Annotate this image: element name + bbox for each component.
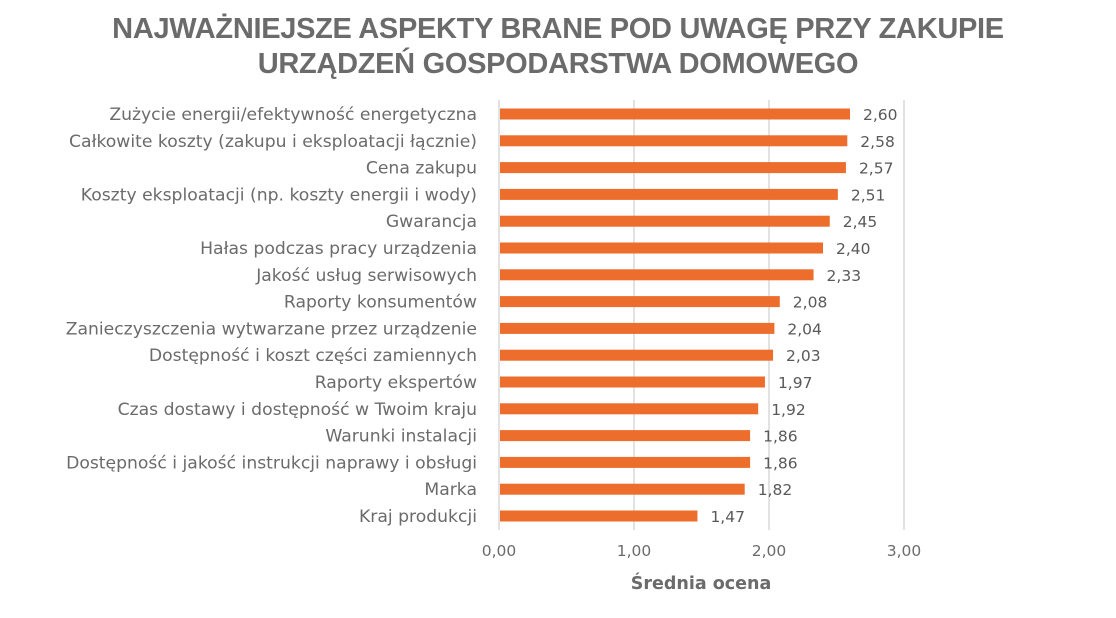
bar <box>500 322 775 334</box>
data-label: 2,03 <box>786 347 821 365</box>
data-label: 2,04 <box>787 320 822 338</box>
category-label: Jakość usług serwisowych <box>255 266 477 286</box>
category-label: Warunki instalacji <box>325 427 477 447</box>
category-label: Raporty ekspertów <box>315 373 477 393</box>
category-label: Gwarancja <box>386 212 477 232</box>
category-label: Dostępność i jakość instrukcji naprawy i… <box>66 453 477 473</box>
category-label: Kraj produkcji <box>359 507 477 527</box>
bar <box>500 242 823 254</box>
category-label: Czas dostawy i dostępność w Twoim kraju <box>118 400 477 420</box>
category-labels: Zużycie energii/efektywność energetyczna… <box>66 105 477 527</box>
category-label: Raporty konsumentów <box>284 293 477 313</box>
category-label: Dostępność i koszt części zamiennych <box>149 346 477 366</box>
category-label: Hałas podczas pracy urządzenia <box>200 239 477 259</box>
bar <box>500 162 846 174</box>
bar <box>500 215 830 227</box>
bar <box>500 188 838 200</box>
bar <box>500 456 751 468</box>
data-label: 1,47 <box>710 508 745 526</box>
chart-title-line-2: URZĄDZEŃ GOSPODARSTWA DOMOWEGO <box>257 48 859 80</box>
bars <box>500 108 850 522</box>
category-label: Cena zakupu <box>366 159 477 179</box>
data-label: 2,51 <box>851 186 886 204</box>
x-tick-label: 2,00 <box>752 542 787 560</box>
data-label: 2,33 <box>827 267 862 285</box>
bar <box>500 296 780 308</box>
data-label: 2,60 <box>863 106 898 124</box>
data-label: 1,97 <box>778 374 813 392</box>
value-labels: 2,60 2,58 2,57 2,51 2,45 2,40 2,33 2,08 2,04 2,03… <box>710 106 897 526</box>
data-label: 2,58 <box>860 133 895 151</box>
bar <box>500 135 848 147</box>
category-label: Całkowite koszty (zakupu i eksploatacji … <box>69 132 477 152</box>
bar <box>500 510 698 522</box>
data-label: 1,86 <box>763 454 798 472</box>
x-tick-label: 3,00 <box>887 542 922 560</box>
data-label: 2,08 <box>793 294 828 312</box>
category-label: Zanieczyszczenia wytwarzane przez urządz… <box>66 319 477 339</box>
data-label: 2,45 <box>843 213 878 231</box>
data-label: 2,57 <box>859 160 894 178</box>
bar <box>500 349 774 361</box>
category-label: Marka <box>424 480 477 500</box>
x-tick-label: 1,00 <box>617 542 652 560</box>
category-label: Zużycie energii/efektywność energetyczna <box>109 105 477 125</box>
data-label: 2,40 <box>836 240 871 258</box>
x-tick-label: 0,00 <box>482 542 517 560</box>
data-label: 1,92 <box>771 401 806 419</box>
x-axis-tick-labels: 0,00 1,00 2,00 3,00 <box>482 542 922 560</box>
bar <box>500 430 751 442</box>
bar <box>500 269 814 281</box>
x-axis-title: Średnia ocena <box>631 572 772 594</box>
bar <box>500 483 745 495</box>
bar <box>500 403 759 415</box>
data-label: 1,86 <box>763 428 798 446</box>
chart-title: NAJWAŻNIEJSZE ASPEKTY BRANE POD UWAGĘ PR… <box>0 12 1116 82</box>
data-label: 1,82 <box>758 481 793 499</box>
category-label: Koszty eksploatacji (np. koszty energii … <box>81 185 477 205</box>
bar <box>500 108 850 120</box>
chart-title-line-1: NAJWAŻNIEJSZE ASPEKTY BRANE POD UWAGĘ PR… <box>112 13 1004 45</box>
bar <box>500 376 765 388</box>
